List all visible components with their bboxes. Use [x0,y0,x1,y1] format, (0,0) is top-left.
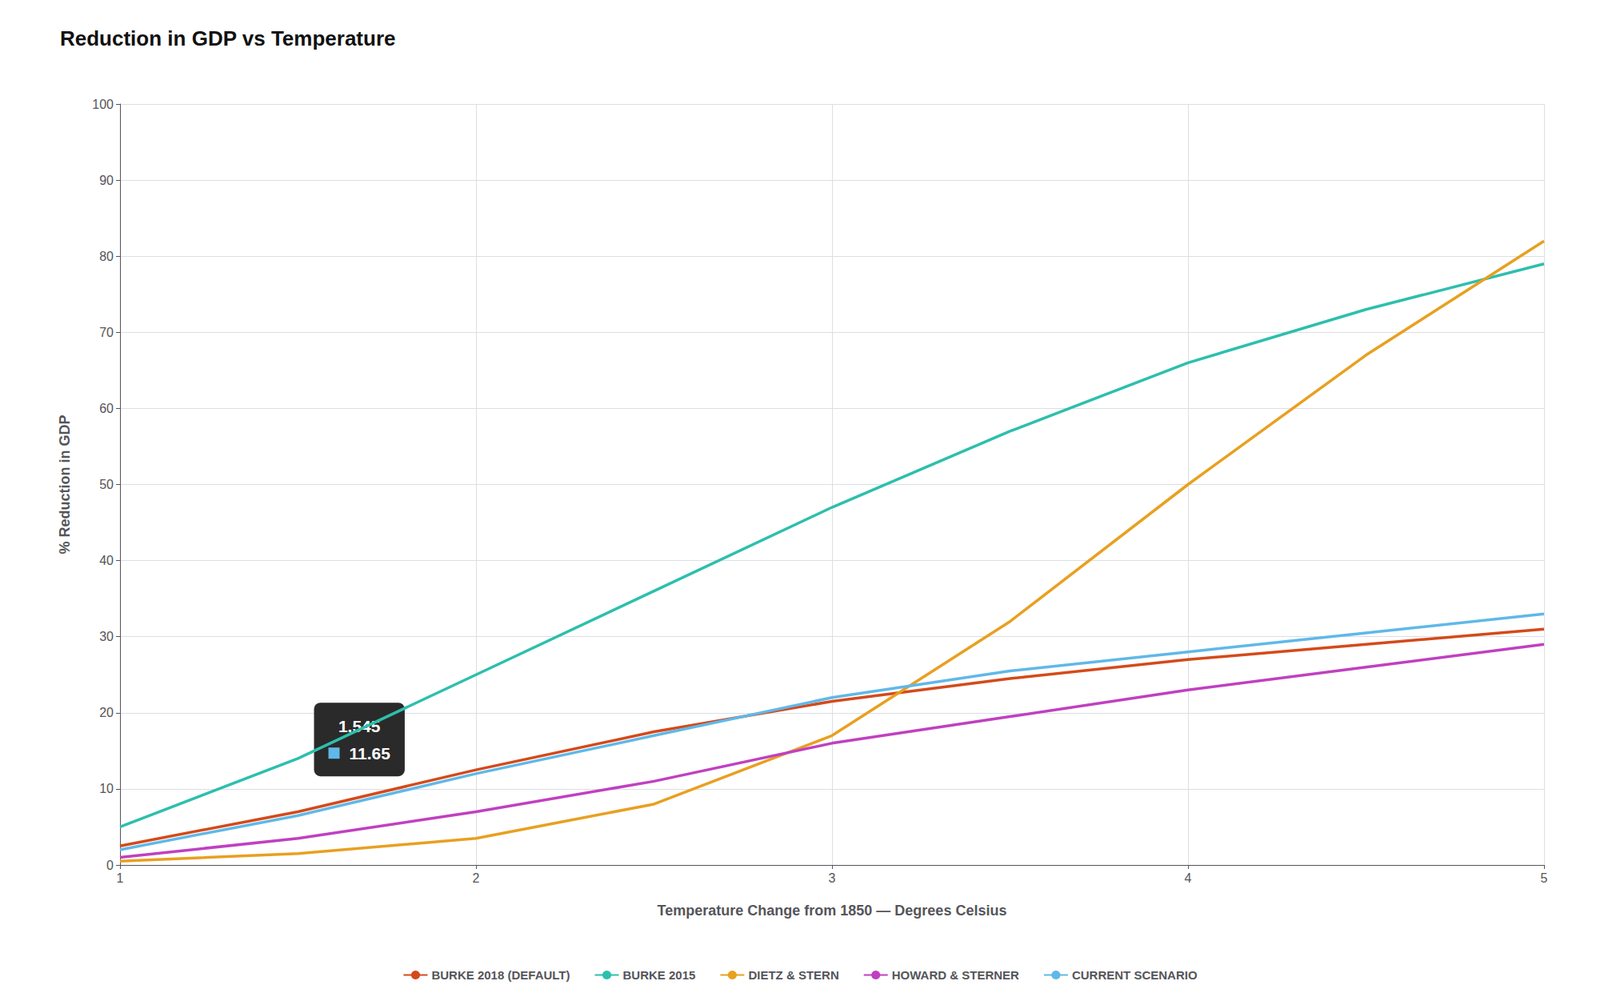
svg-text:HOWARD & STERNER: HOWARD & STERNER [892,968,1020,982]
svg-text:11.65: 11.65 [349,744,392,763]
svg-text:BURKE 2018 (DEFAULT): BURKE 2018 (DEFAULT) [431,968,570,982]
svg-text:Temperature Change from 1850 —: Temperature Change from 1850 — Degrees C… [657,902,1008,919]
svg-text:90: 90 [99,173,114,188]
svg-text:40: 40 [99,553,114,568]
svg-text:100: 100 [92,97,114,112]
svg-text:% Reduction in GDP: % Reduction in GDP [56,414,73,554]
svg-text:1.545: 1.545 [338,716,381,736]
svg-text:4: 4 [1184,871,1192,885]
svg-text:10: 10 [99,781,114,796]
svg-text:Reduction in GDP vs Temperatur: Reduction in GDP vs Temperature [60,26,396,51]
svg-text:80: 80 [99,249,114,264]
svg-text:5: 5 [1540,871,1548,885]
svg-text:1: 1 [116,871,124,885]
svg-text:20: 20 [99,705,114,720]
svg-text:2: 2 [472,871,480,885]
svg-text:BURKE 2015: BURKE 2015 [623,968,696,982]
svg-text:DIETZ & STERN: DIETZ & STERN [748,968,839,982]
svg-text:3: 3 [828,871,836,885]
svg-text:60: 60 [99,401,114,416]
svg-text:50: 50 [99,477,114,492]
svg-text:CURRENT SCENARIO: CURRENT SCENARIO [1072,968,1198,982]
svg-text:0: 0 [106,858,114,872]
svg-text:70: 70 [99,325,114,340]
svg-text:30: 30 [99,629,114,644]
